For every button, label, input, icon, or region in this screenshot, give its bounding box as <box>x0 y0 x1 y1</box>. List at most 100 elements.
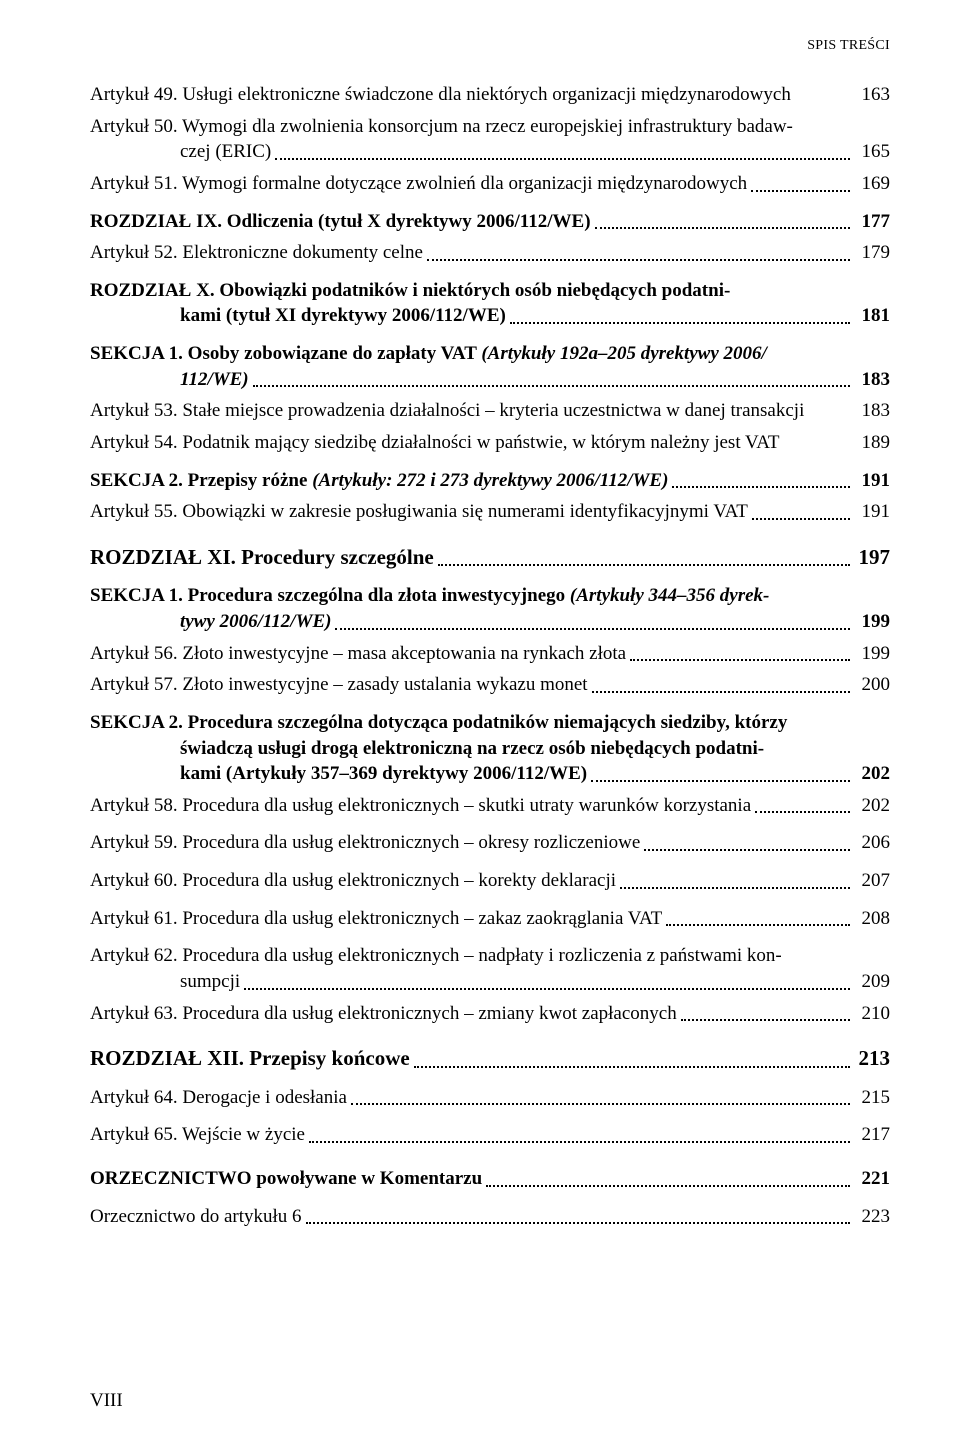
toc-label: Artykuł 65. Wejście w życie <box>90 1122 305 1148</box>
toc-page-number: 165 <box>854 139 890 165</box>
toc-entry-multiline: Artykuł 62. Procedura dla usług elektron… <box>90 943 890 994</box>
toc-entry: ROZDZIAŁ IX. Odliczenia (tytuł X dyrekty… <box>90 209 890 235</box>
toc-entry: ROZDZIAŁ XII. Przepisy końcowe 213 <box>90 1044 890 1072</box>
toc-entry: Artykuł 59. Procedura dla usług elektron… <box>90 830 890 856</box>
toc-entry: Artykuł 55. Obowiązki w zakresie posługi… <box>90 499 890 525</box>
toc-entry: Artykuł 63. Procedura dla usług elektron… <box>90 1001 890 1027</box>
toc-page-number: 199 <box>854 609 890 635</box>
toc-page-number: 163 <box>854 82 890 108</box>
toc-entry: Artykuł 56. Złoto inwestycyjne – masa ak… <box>90 641 890 667</box>
toc-entry: Artykuł 61. Procedura dla usług elektron… <box>90 906 890 932</box>
toc-label-line3: kami (Artykuły 357–369 dyrektywy 2006/11… <box>180 761 587 787</box>
toc-label: Artykuł 63. Procedura dla usług elektron… <box>90 1001 677 1027</box>
toc-entry-multiline: SEKCJA 1. Procedura szczególna dla złota… <box>90 583 890 634</box>
toc-entry-multiline: SEKCJA 2. Procedura szczególna dotycząca… <box>90 710 890 787</box>
spacer <box>90 1154 890 1166</box>
page-footer: VIII <box>90 1390 123 1412</box>
toc-label-prefix: SEKCJA 1. Osoby zobowiązane do zapłaty V… <box>90 343 481 364</box>
toc-label: Artykuł 53. Stałe miejsce prowadzenia dz… <box>90 398 848 424</box>
toc-page-number: 215 <box>854 1085 890 1111</box>
toc-label: Artykuł 64. Derogacje i odesłania <box>90 1085 347 1111</box>
toc-page-number: 179 <box>854 240 890 266</box>
toc-page-number: 217 <box>854 1122 890 1148</box>
toc-page-number: 209 <box>854 969 890 995</box>
toc-label: Orzecznictwo do artykułu 6 <box>90 1204 302 1230</box>
toc-label-line2: sumpcji <box>180 969 240 995</box>
toc-label-italic: (Artykuły 192a–205 dyrektywy 2006/ <box>481 343 767 364</box>
toc-label: Artykuł 51. Wymogi formalne dotyczące zw… <box>90 171 747 197</box>
toc-label-italic: (Artykuły 344–356 dyrek- <box>570 585 769 606</box>
toc-entry: Artykuł 52. Elektroniczne dokumenty celn… <box>90 240 890 266</box>
toc-label-line1: SEKCJA 1. Procedura szczególna dla złota… <box>90 583 890 609</box>
toc-label-line1: SEKCJA 2. Procedura szczególna dotycząca… <box>90 710 890 736</box>
toc-label-line1: ROZDZIAŁ X. Obowiązki podatników i niekt… <box>90 278 890 304</box>
toc-entry: Artykuł 54. Podatnik mający siedzibę dzi… <box>90 430 890 456</box>
toc-page-number: 199 <box>854 641 890 667</box>
toc-label: Artykuł 55. Obowiązki w zakresie posługi… <box>90 499 748 525</box>
toc-label: Artykuł 54. Podatnik mający siedzibę dzi… <box>90 430 848 456</box>
toc-label: Artykuł 61. Procedura dla usług elektron… <box>90 906 662 932</box>
toc-label: Artykuł 60. Procedura dla usług elektron… <box>90 868 616 894</box>
toc-label-line1: Artykuł 50. Wymogi dla zwolnienia konsor… <box>90 114 890 140</box>
spacer <box>90 531 890 543</box>
toc-entry: SEKCJA 2. Przepisy różne (Artykuły: 272 … <box>90 468 890 494</box>
toc-label-line2: tywy 2006/112/WE) <box>180 609 331 635</box>
toc-label: Artykuł 57. Złoto inwestycyjne – zasady … <box>90 672 588 698</box>
toc-page-number: 202 <box>854 761 890 787</box>
toc-page-number: 191 <box>854 499 890 525</box>
toc-entry: Artykuł 58. Procedura dla usług elektron… <box>90 793 890 819</box>
toc-body: Artykuł 49. Usługi elektroniczne świadcz… <box>90 82 890 1229</box>
toc-page-number: 183 <box>854 398 890 424</box>
toc-label-line2: świadczą usługi drogą elektroniczną na r… <box>90 736 890 762</box>
page-header: SPIS TREŚCI <box>90 38 890 54</box>
toc-entry: Orzecznictwo do artykułu 6 223 <box>90 1204 890 1230</box>
toc-page-number: 206 <box>854 830 890 856</box>
toc-entry: Artykuł 60. Procedura dla usług elektron… <box>90 868 890 894</box>
toc-entry: Artykuł 49. Usługi elektroniczne świadcz… <box>90 82 890 108</box>
toc-page-number: 169 <box>854 171 890 197</box>
toc-label-line1: SEKCJA 1. Osoby zobowiązane do zapłaty V… <box>90 341 890 367</box>
toc-label: Artykuł 49. Usługi elektroniczne świadcz… <box>90 82 848 108</box>
toc-label: ORZECZNICTWO powoływane w Komentarzu <box>90 1166 482 1192</box>
toc-entry: Artykuł 65. Wejście w życie 217 <box>90 1122 890 1148</box>
toc-entry: Artykuł 53. Stałe miejsce prowadzenia dz… <box>90 398 890 424</box>
toc-label-prefix: SEKCJA 1. Procedura szczególna dla złota… <box>90 585 570 606</box>
toc-page-number: 183 <box>854 367 890 393</box>
toc-page-number: 223 <box>854 1204 890 1230</box>
toc-label: Artykuł 56. Złoto inwestycyjne – masa ak… <box>90 641 626 667</box>
toc-entry-multiline: SEKCJA 1. Osoby zobowiązane do zapłaty V… <box>90 341 890 392</box>
toc-label: Artykuł 58. Procedura dla usług elektron… <box>90 793 751 819</box>
toc-page-number: 213 <box>854 1044 890 1072</box>
toc-page-number: 189 <box>854 430 890 456</box>
toc-entry-multiline: ROZDZIAŁ X. Obowiązki podatników i niekt… <box>90 278 890 329</box>
toc-page-number: 208 <box>854 906 890 932</box>
toc-label-line2: kami (tytuł XI dyrektywy 2006/112/WE) <box>180 303 506 329</box>
toc-label-italic: (Artykuły: 272 i 273 dyrektywy 2006/112/… <box>312 470 668 491</box>
toc-page-number: 207 <box>854 868 890 894</box>
toc-page-number: 191 <box>854 468 890 494</box>
toc-page: SPIS TREŚCI Artykuł 49. Usługi elektroni… <box>0 0 960 1440</box>
toc-page-number: 197 <box>854 543 890 571</box>
toc-entry-multiline: Artykuł 50. Wymogi dla zwolnienia konsor… <box>90 114 890 165</box>
toc-page-number: 210 <box>854 1001 890 1027</box>
toc-label: ROZDZIAŁ XII. Przepisy końcowe <box>90 1044 410 1072</box>
toc-page-number: 221 <box>854 1166 890 1192</box>
spacer <box>90 1032 890 1044</box>
toc-label: Artykuł 52. Elektroniczne dokumenty celn… <box>90 240 423 266</box>
toc-entry: Artykuł 64. Derogacje i odesłania 215 <box>90 1085 890 1111</box>
toc-entry: ORZECZNICTWO powoływane w Komentarzu 221 <box>90 1166 890 1192</box>
toc-label: ROZDZIAŁ XI. Procedury szczególne <box>90 543 434 571</box>
toc-label-line1: Artykuł 62. Procedura dla usług elektron… <box>90 943 890 969</box>
toc-entry: Artykuł 57. Złoto inwestycyjne – zasady … <box>90 672 890 698</box>
toc-label-line2: czej (ERIC) <box>180 139 271 165</box>
toc-page-number: 177 <box>854 209 890 235</box>
toc-entry: Artykuł 51. Wymogi formalne dotyczące zw… <box>90 171 890 197</box>
toc-label-line2: 112/WE) <box>180 367 249 393</box>
toc-label: Artykuł 59. Procedura dla usług elektron… <box>90 830 640 856</box>
toc-label-prefix: SEKCJA 2. Przepisy różne <box>90 470 312 491</box>
toc-page-number: 202 <box>854 793 890 819</box>
toc-entry: ROZDZIAŁ XI. Procedury szczególne 197 <box>90 543 890 571</box>
toc-page-number: 200 <box>854 672 890 698</box>
toc-page-number: 181 <box>854 303 890 329</box>
toc-label: ROZDZIAŁ IX. Odliczenia (tytuł X dyrekty… <box>90 209 591 235</box>
